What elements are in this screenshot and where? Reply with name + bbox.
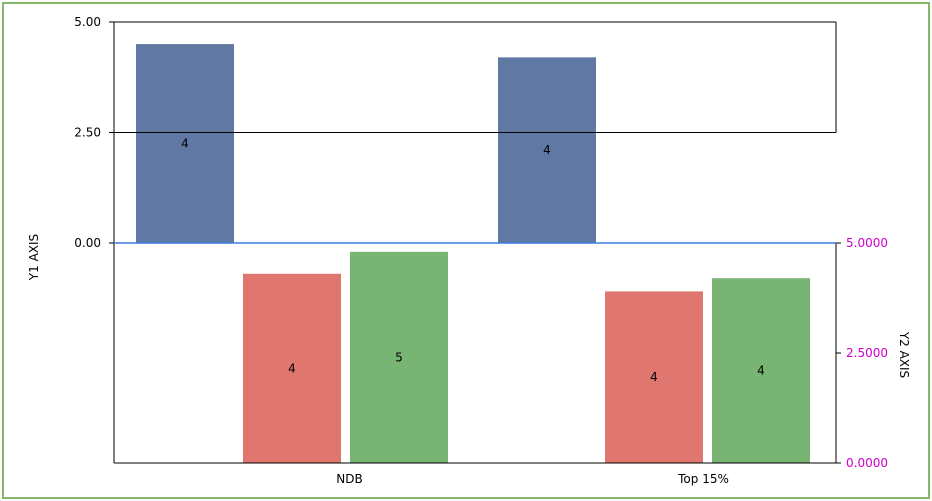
y1-axis-label: Y1 AXIS <box>27 234 41 281</box>
data-label-s2-1: 4 <box>757 364 765 378</box>
y1-tick-label-0: 5.00 <box>74 15 101 29</box>
bar-y1-0 <box>136 44 234 243</box>
y1-tick-label-1: 2.50 <box>74 126 101 140</box>
bar-y2-s1-1 <box>605 291 703 463</box>
y2-tick-label-0: 5.0000 <box>846 236 888 250</box>
bar-y2-s1-0 <box>243 273 341 463</box>
data-label-s1-1: 4 <box>650 370 658 384</box>
data-label-s1-0: 4 <box>288 361 296 375</box>
category-label-0: NDB <box>336 472 362 486</box>
y1-tick-label-2: 0.00 <box>74 236 101 250</box>
bar-y2-s2-1 <box>712 278 810 463</box>
y2-tick-label-2: 0.0000 <box>846 456 888 470</box>
data-label-y1-1: 4 <box>543 143 551 157</box>
data-label-y1-0: 4 <box>181 137 189 151</box>
y2-tick-label-1: 2.5000 <box>846 346 888 360</box>
bar-y1-1 <box>498 57 596 243</box>
category-label-1: Top 15% <box>677 472 729 486</box>
data-label-s2-0: 5 <box>395 350 403 364</box>
labels-layer: 4 4 5 NDB 4 4 4 Top 15% 5.00 2.50 0.00 5.0000 2.5000… <box>74 15 888 486</box>
bars-layer <box>136 44 810 463</box>
y2-axis-label: Y2 AXIS <box>897 331 911 378</box>
lines-layer <box>109 21 841 464</box>
bar-y2-s2-0 <box>350 251 448 463</box>
